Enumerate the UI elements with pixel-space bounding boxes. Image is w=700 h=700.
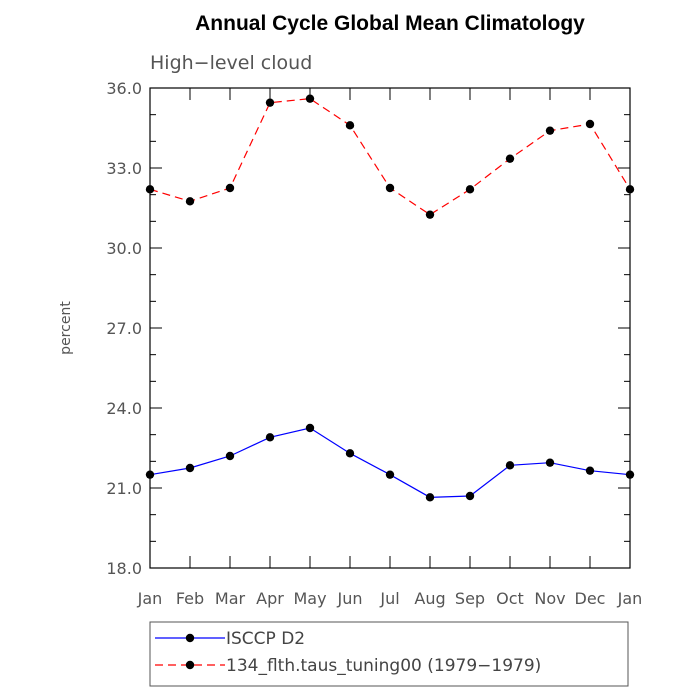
legend-swatch-marker [185,660,195,670]
data-point [345,449,355,458]
data-point [185,197,195,206]
data-point [505,461,515,470]
y-tick-label: 18.0 [106,559,142,578]
x-tick-label: May [293,589,326,608]
y-tick-label: 33.0 [106,159,142,178]
data-point [185,463,195,473]
data-point [305,423,315,433]
data-point [225,451,235,461]
data-point [505,154,515,163]
y-tick-label: 24.0 [106,399,142,418]
data-point [305,94,315,103]
legend-box [149,621,629,687]
data-point [385,470,395,479]
data-point [145,185,155,194]
data-point [625,185,635,194]
data-point [545,458,555,467]
plot-frame [149,87,631,569]
x-tick-label: Apr [256,589,284,608]
data-point [265,98,275,107]
data-point [425,210,435,219]
x-tick-label: Nov [534,589,565,608]
x-tick-label: Jan [617,589,643,608]
data-point [625,470,635,479]
y-tick-label: 21.0 [106,479,142,498]
y-axis-label: percent [58,301,74,355]
data-point [385,183,395,193]
y-tick-label: 27.0 [106,319,142,338]
data-point [585,466,595,475]
legend-label: ISCCP D2 [226,629,305,649]
legend-label: 134_flth.taus_tuning00 (1979−1979) [226,656,541,676]
chart-title: Annual Cycle Global Mean Climatology [195,12,585,35]
data-point [465,491,475,501]
x-tick-label: Jul [379,589,399,608]
series-layer [145,94,635,502]
legend-swatch-marker [185,633,195,643]
data-point [425,493,435,502]
x-tick-label: Dec [575,589,606,608]
data-point [145,470,155,479]
data-point [585,119,595,129]
x-tick-label: Feb [176,589,204,608]
y-tick-label: 36.0 [106,79,142,98]
series-line-1 [149,427,631,498]
data-point [345,121,355,130]
x-tick-label: Jan [137,589,163,608]
series-line-2 [149,98,631,216]
x-tick-label: Sep [455,589,485,608]
x-tick-label: Jun [337,589,363,608]
data-point [465,185,475,194]
data-point [545,126,555,135]
data-point [265,433,275,442]
y-tick-label: 30.0 [106,239,142,258]
axes: 18.0 21.0 24.0 27.0 30.0 33.0 36.0 Jan Feb Mar Apr… [106,79,642,608]
x-tick-label: Aug [414,589,445,608]
data-point [225,183,235,193]
chart-subtitle: High−level cloud [150,52,312,74]
x-tick-label: Oct [496,589,524,608]
x-tick-label: Mar [215,589,246,608]
legend: ISCCP D2 134_flth.taus_tuning00 (1979−197… [149,621,629,687]
